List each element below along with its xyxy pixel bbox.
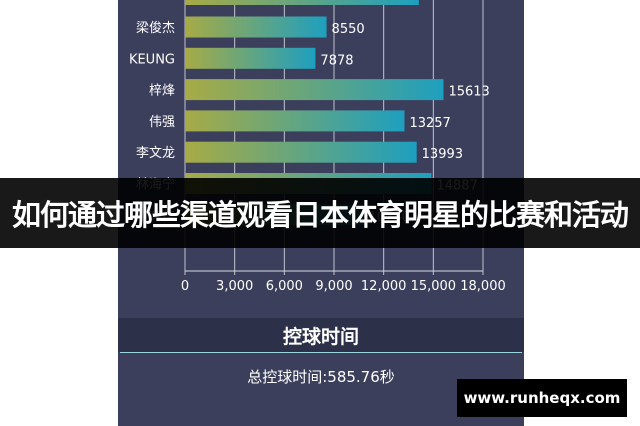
divider-line xyxy=(120,352,522,353)
bar xyxy=(185,16,327,38)
x-tick-label: 15,000 xyxy=(411,279,457,294)
x-tick-label: 0 xyxy=(181,279,189,294)
x-tick-label: 3,000 xyxy=(216,279,253,294)
section-header: 控球时间 xyxy=(118,318,524,352)
bar-partial-top xyxy=(185,0,419,5)
x-tick-label: 18,000 xyxy=(460,279,506,294)
category-label: 梁俊杰 xyxy=(136,21,175,36)
category-label: 梓烽 xyxy=(149,84,175,99)
value-label: 15613 xyxy=(448,85,489,100)
bar xyxy=(185,141,417,163)
x-tick-label: 12,000 xyxy=(361,279,407,294)
bar xyxy=(185,79,444,101)
category-label: 伟强 xyxy=(149,115,175,130)
title-banner: 如何通过哪些渠道观看日本体育明星的比赛和活动 xyxy=(0,178,640,248)
watermark-badge: www.runheqx.com xyxy=(457,379,627,417)
section-title: 控球时间 xyxy=(282,325,359,348)
watermark-text: www.runheqx.com xyxy=(463,389,621,407)
value-label: 8550 xyxy=(332,22,365,37)
x-tick-label: 9,000 xyxy=(315,279,352,294)
category-label: 李文龙 xyxy=(136,146,175,161)
value-label: 13257 xyxy=(409,116,450,131)
banner-title: 如何通过哪些渠道观看日本体育明星的比赛和活动 xyxy=(11,198,629,232)
total-possession-time: 总控球时间:585.76秒 xyxy=(247,368,395,386)
value-label: 13993 xyxy=(422,147,463,162)
category-label: KEUNG xyxy=(129,52,175,67)
value-label: 7878 xyxy=(320,53,353,68)
x-tick-label: 6,000 xyxy=(266,279,303,294)
bar xyxy=(185,110,405,132)
bar xyxy=(185,47,316,69)
